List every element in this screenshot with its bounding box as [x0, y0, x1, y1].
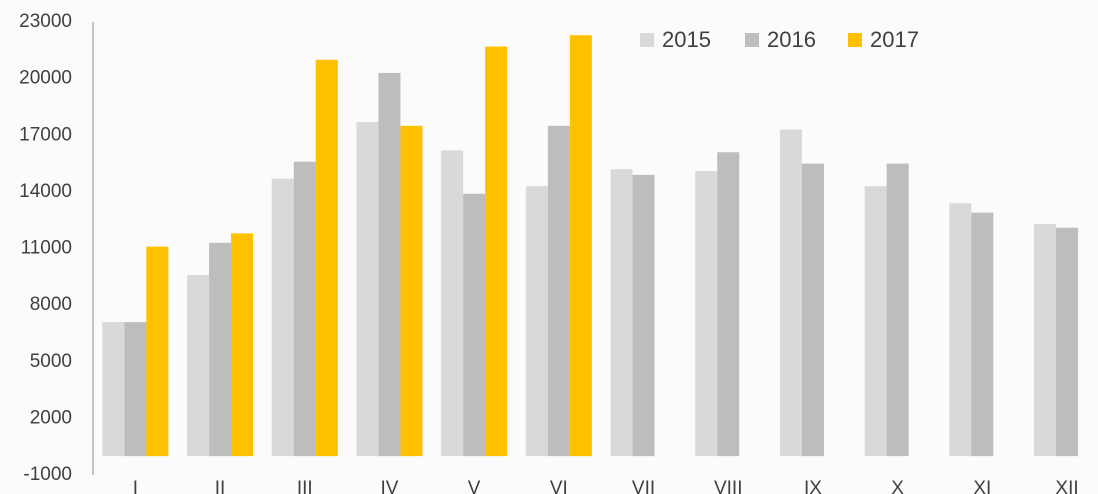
bar [1034, 223, 1057, 457]
bar [801, 163, 824, 457]
bar [547, 125, 570, 457]
bar [146, 246, 169, 457]
y-tick-label: 14000 [19, 181, 72, 202]
y-tick-label: 5000 [30, 351, 72, 372]
x-tick-label: I [133, 478, 138, 494]
bar [463, 193, 486, 457]
bar [610, 169, 633, 457]
x-tick-label: II [215, 478, 226, 494]
bar [632, 174, 655, 457]
bar [971, 212, 994, 457]
bar [485, 46, 508, 457]
bar [315, 59, 338, 457]
bar [124, 322, 147, 457]
bar [525, 186, 548, 457]
bar [441, 150, 464, 457]
bar [864, 186, 887, 457]
y-tick-label: -1000 [23, 464, 72, 485]
bar [569, 35, 592, 457]
bar [378, 72, 401, 457]
y-tick-label: 23000 [19, 11, 72, 32]
y-tick-label: 11000 [21, 238, 72, 259]
bar [717, 152, 740, 457]
y-tick-label: 2000 [30, 407, 72, 428]
bar [271, 178, 294, 457]
x-tick-label: XI [973, 478, 991, 494]
x-tick-label: VIII [714, 478, 743, 494]
x-tick-label: V [468, 478, 481, 494]
bar [356, 122, 379, 457]
bar [779, 129, 802, 457]
legend-label: 2017 [870, 27, 919, 52]
x-tick-label: III [297, 478, 313, 494]
x-tick-label: IV [380, 478, 398, 494]
bar [209, 242, 232, 457]
x-tick-label: VII [632, 478, 655, 494]
legend-swatch [848, 33, 862, 47]
legend-swatch [640, 33, 654, 47]
bar [293, 161, 316, 457]
bar [1056, 227, 1079, 457]
y-tick-label: 8000 [30, 294, 72, 315]
bar [400, 125, 423, 457]
bar [231, 233, 254, 457]
legend-label: 2015 [662, 27, 711, 52]
x-tick-label: X [891, 478, 904, 494]
bar [695, 171, 718, 457]
legend-label: 2016 [767, 27, 816, 52]
bar [949, 203, 972, 457]
bar [102, 322, 125, 457]
y-tick-label: 17000 [19, 124, 72, 145]
x-tick-label: XII [1055, 478, 1078, 494]
y-tick-label: 20000 [19, 68, 72, 89]
bar [886, 163, 909, 457]
x-tick-label: VI [550, 478, 568, 494]
bar [187, 274, 210, 457]
legend-swatch [745, 33, 759, 47]
x-tick-label: IX [804, 478, 822, 494]
